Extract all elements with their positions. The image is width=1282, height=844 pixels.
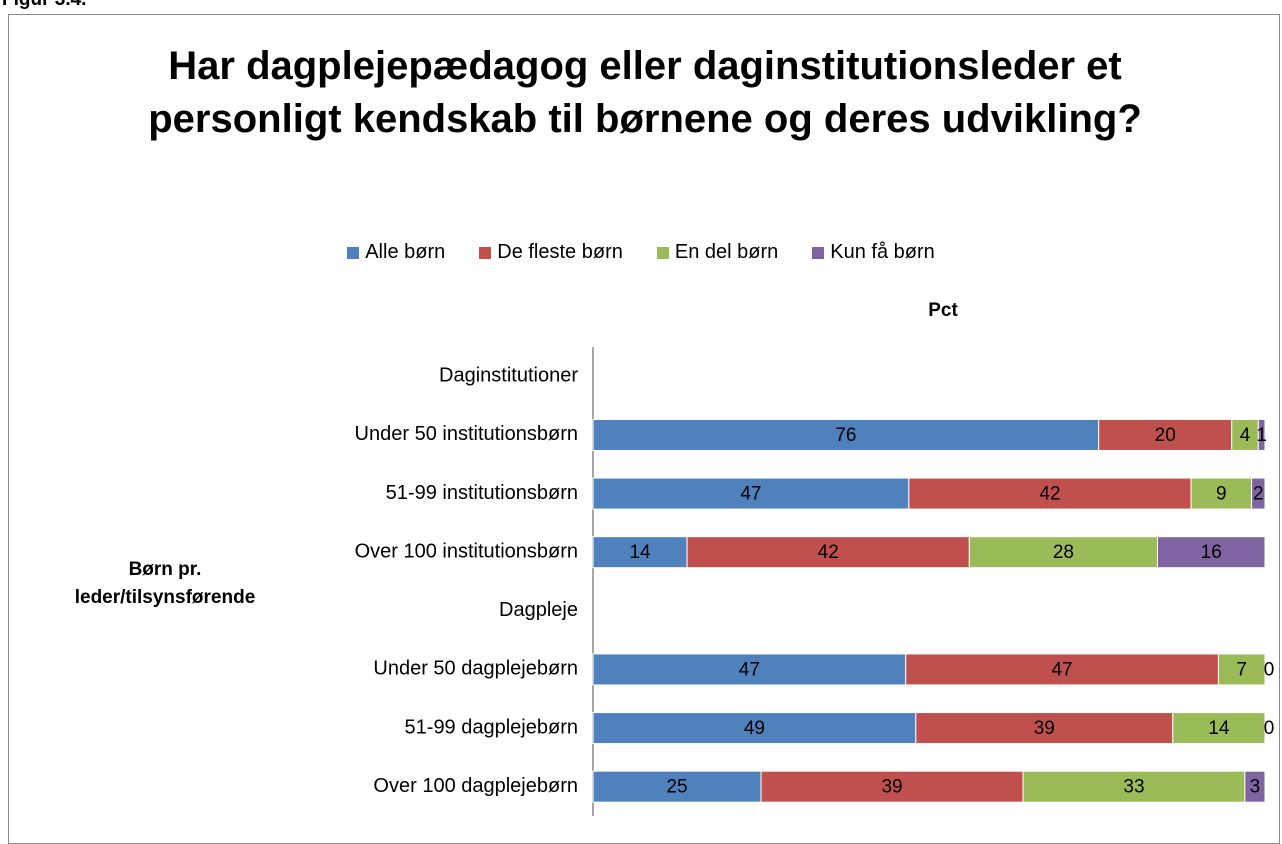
data-label: 3 — [1250, 777, 1261, 798]
legend-item: De fleste børn — [479, 241, 623, 264]
data-label: 28 — [1053, 542, 1074, 563]
bar-segment — [592, 536, 688, 569]
y-tick-label: Daginstitutioner — [439, 365, 578, 387]
data-label: 14 — [1208, 718, 1230, 739]
data-label: 0 — [1264, 659, 1275, 680]
bar-segment — [1098, 418, 1233, 451]
bar-segment — [1022, 770, 1246, 803]
data-label: 39 — [1034, 718, 1055, 739]
bar-segment — [592, 477, 910, 510]
data-label: 16 — [1201, 542, 1222, 563]
data-label: 42 — [818, 542, 839, 563]
data-label: 42 — [1039, 484, 1060, 505]
bar-segment — [1172, 712, 1266, 745]
y-tick-label: 51-99 institutionsbørn — [386, 482, 578, 504]
y-tick-label: Dagpleje — [499, 599, 578, 621]
data-label: 49 — [744, 718, 765, 739]
data-label: 9 — [1216, 484, 1227, 505]
legend-swatch — [479, 246, 492, 259]
bar-segment — [1231, 418, 1259, 451]
figure-label: Figur 3.4. — [2, 0, 86, 11]
legend-swatch — [347, 246, 360, 259]
legend-item: Kun få børn — [812, 241, 935, 264]
legend-label: De fleste børn — [497, 241, 623, 263]
data-label: 33 — [1123, 777, 1144, 798]
data-label: 25 — [666, 777, 687, 798]
data-label: 2 — [1253, 484, 1264, 505]
bar-segment — [1244, 770, 1266, 803]
data-label: 39 — [881, 777, 902, 798]
legend: Alle børn De fleste børn En del børn Kun få… — [0, 241, 1282, 264]
bar-segment — [908, 477, 1192, 510]
data-label: 0 — [1264, 718, 1275, 739]
data-label: 1 — [1256, 425, 1267, 446]
legend-item: En del børn — [656, 241, 779, 264]
y-axis-title: Børn pr. leder/tilsynsførende — [74, 559, 256, 608]
data-label: 47 — [739, 659, 760, 680]
bar-segment — [1156, 536, 1266, 569]
bar-segment — [1257, 418, 1266, 451]
y-tick-label: Over 100 dagplejebørn — [373, 775, 578, 797]
data-label: 4 — [1240, 425, 1251, 446]
legend-label: En del børn — [674, 241, 779, 263]
bar-segment — [1217, 653, 1266, 686]
data-label: 7 — [1236, 659, 1247, 680]
bar-segment — [1251, 477, 1266, 510]
bar-segment — [592, 712, 917, 745]
x-axis-title: Pct — [928, 300, 958, 321]
data-label: 47 — [1051, 659, 1072, 680]
bar-segment — [760, 770, 1024, 803]
bar-segment — [686, 536, 970, 569]
legend-item: Alle børn — [347, 241, 445, 264]
legend-label: Kun få børn — [830, 241, 935, 263]
bar-segment — [915, 712, 1174, 745]
data-label: 76 — [835, 425, 856, 446]
bar-segment — [905, 653, 1219, 686]
chart-title: Har dagplejepædagog eller daginstitution… — [148, 44, 1142, 141]
y-tick-label: Under 50 institutionsbørn — [355, 423, 578, 445]
legend-swatch — [812, 246, 825, 259]
data-label: 47 — [740, 484, 761, 505]
y-tick-label: 51-99 dagplejebørn — [405, 716, 578, 738]
y-tick-label: Under 50 dagplejebørn — [373, 658, 578, 680]
legend-swatch — [656, 246, 669, 259]
y-tick-label: Over 100 institutionsbørn — [355, 540, 578, 562]
data-label: 20 — [1155, 425, 1176, 446]
legend-label: Alle børn — [365, 241, 446, 263]
data-label: 14 — [629, 542, 651, 563]
